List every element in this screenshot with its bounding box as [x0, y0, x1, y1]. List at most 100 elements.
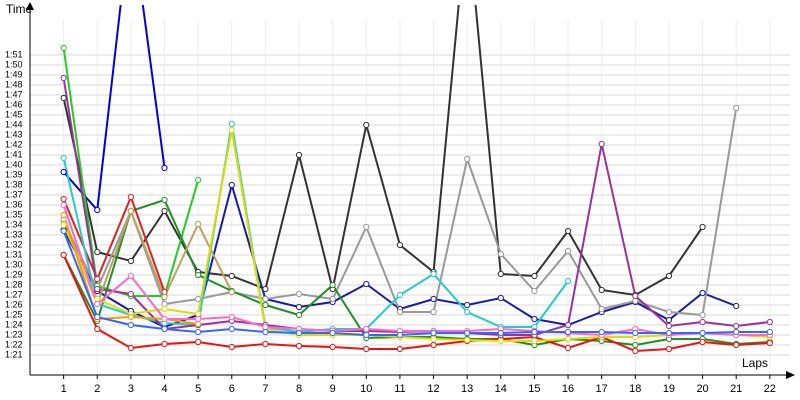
data-point: [363, 280, 370, 288]
data-point: [262, 301, 269, 309]
data-point: [228, 343, 235, 351]
data-point: [228, 120, 235, 128]
y-tick-label: 1:38: [5, 179, 23, 189]
data-point: [195, 320, 202, 328]
x-tick-label: 3: [128, 383, 134, 395]
data-point: [598, 286, 605, 294]
data-point: [161, 164, 168, 172]
data-point: [161, 300, 168, 308]
data-point: [464, 301, 471, 309]
data-point: [396, 345, 404, 353]
y-tick-label: 1:37: [5, 189, 23, 199]
data-point: [531, 287, 538, 295]
y-tick-label: 1:24: [5, 319, 23, 329]
data-point: [497, 329, 504, 337]
data-point: [295, 290, 303, 298]
data-point: [564, 277, 572, 285]
y-tick-label: 1:42: [5, 139, 23, 149]
y-tick-label: 1:50: [5, 59, 23, 69]
series-line: [62, 194, 166, 293]
x-tick-label: 7: [262, 383, 268, 395]
data-point: [464, 336, 471, 344]
data-point: [60, 195, 67, 203]
y-tick-label: 1:46: [5, 99, 23, 109]
data-point: [329, 329, 336, 337]
y-tick-label: 1:40: [5, 159, 23, 169]
data-point: [329, 295, 336, 303]
y-tick-label: 1:36: [5, 199, 23, 209]
data-point: [94, 325, 101, 333]
data-point: [363, 345, 370, 353]
data-point: [228, 126, 235, 134]
data-point: [497, 337, 504, 345]
y-tick-label: 1:35: [5, 209, 23, 219]
data-point: [94, 295, 101, 303]
data-point: [262, 323, 269, 331]
y-axis-title: Time: [6, 2, 33, 16]
data-point: [195, 176, 202, 184]
data-point: [161, 305, 168, 313]
data-point: [430, 295, 437, 303]
data-point: [228, 288, 235, 296]
data-point: [665, 345, 673, 353]
y-tick-label: 1:34: [5, 219, 23, 229]
data-point: [195, 315, 202, 323]
x-tick-label: 6: [229, 383, 235, 395]
data-point: [161, 325, 168, 333]
data-point: [127, 290, 134, 298]
data-point: [228, 325, 235, 333]
x-tick-label: 8: [296, 383, 302, 395]
y-tick-label: 1:29: [5, 269, 23, 279]
x-tick-label: 16: [562, 383, 574, 395]
data-point: [127, 207, 134, 215]
data-point: [161, 315, 168, 323]
y-tick-label: 1:47: [5, 89, 23, 99]
data-point: [60, 154, 67, 162]
data-point: [430, 341, 437, 349]
x-tick-label: 4: [161, 383, 167, 395]
data-point: [161, 288, 168, 296]
data-point: [94, 313, 101, 321]
data-point: [295, 329, 303, 337]
data-point: [295, 311, 303, 319]
data-point: [699, 223, 706, 231]
data-point: [632, 347, 639, 355]
x-tick-label: 15: [528, 383, 540, 395]
data-point: [60, 227, 67, 235]
y-tick-label: 1:22: [5, 339, 23, 349]
data-point: [632, 297, 639, 305]
data-point: [564, 321, 572, 329]
data-point: [733, 341, 740, 349]
data-point: [396, 241, 404, 249]
data-point: [733, 302, 740, 310]
data-point: [127, 321, 134, 329]
series-line: [62, 129, 770, 342]
data-point: [363, 223, 370, 231]
data-point: [396, 291, 404, 299]
data-point: [195, 328, 202, 336]
data-point: [531, 272, 538, 280]
x-tick-label: 9: [330, 383, 336, 395]
data-point: [497, 294, 504, 302]
x-tick-label: 13: [461, 383, 473, 395]
data-point: [161, 293, 168, 301]
data-point: [396, 331, 404, 339]
x-tick-label: 5: [195, 383, 201, 395]
x-tick-label: 17: [596, 383, 608, 395]
data-point: [564, 344, 572, 352]
data-point: [665, 329, 673, 337]
x-tick-label: 20: [696, 383, 708, 395]
series-line: [62, 5, 704, 297]
grid: [30, 20, 790, 375]
data-point: [228, 272, 235, 280]
data-point: [295, 151, 303, 159]
data-point: [195, 310, 202, 318]
x-tick-label: 12: [427, 383, 439, 395]
data-point: [329, 281, 336, 289]
x-tick-label: 18: [629, 383, 641, 395]
x-axis-arrow: [786, 371, 795, 379]
data-point: [295, 303, 303, 311]
data-point: [733, 322, 740, 330]
data-point: [665, 272, 673, 280]
